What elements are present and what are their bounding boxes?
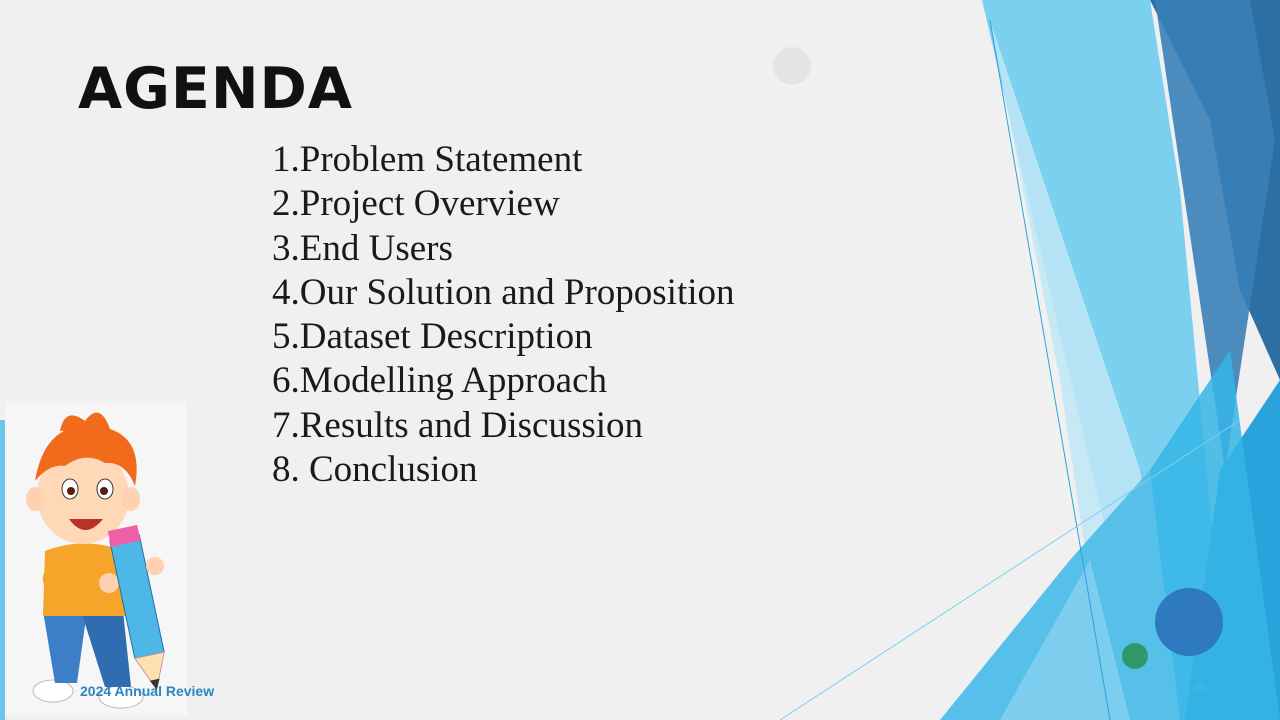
agenda-item: 8. Conclusion [272,449,478,491]
thin-line-1 [989,19,1111,720]
agenda-item: 2.Project Overview [272,183,560,225]
boy-with-pencil-clipart [5,401,187,715]
faint-circle [773,47,811,85]
agenda-item: 3.End Users [272,227,453,269]
blue-circle [1155,588,1223,656]
agenda-item: 6.Modelling Approach [272,360,608,402]
green-circle [1122,643,1148,669]
agenda-item: 4.Our Solution and Proposition [272,271,735,313]
facet-bottom-pale [1000,560,1130,720]
facet-dark-mid [1155,0,1275,470]
thin-line-2 [779,419,1241,720]
footer-text: 2024 Annual Review [80,683,215,699]
agenda-item: 1.Problem Statement [272,139,583,180]
agenda-list: 1.Problem Statement 2.Project Overview 3… [272,138,735,492]
left-accent-bar [0,420,5,720]
slide-number: ‹#› [1193,683,1207,695]
facet-bottom-light [940,470,1180,720]
agenda-item: 5.Dataset Description [272,316,593,358]
slide-title: AGENDA [78,56,353,122]
agenda-item: 7.Results and Discussion [272,404,644,446]
